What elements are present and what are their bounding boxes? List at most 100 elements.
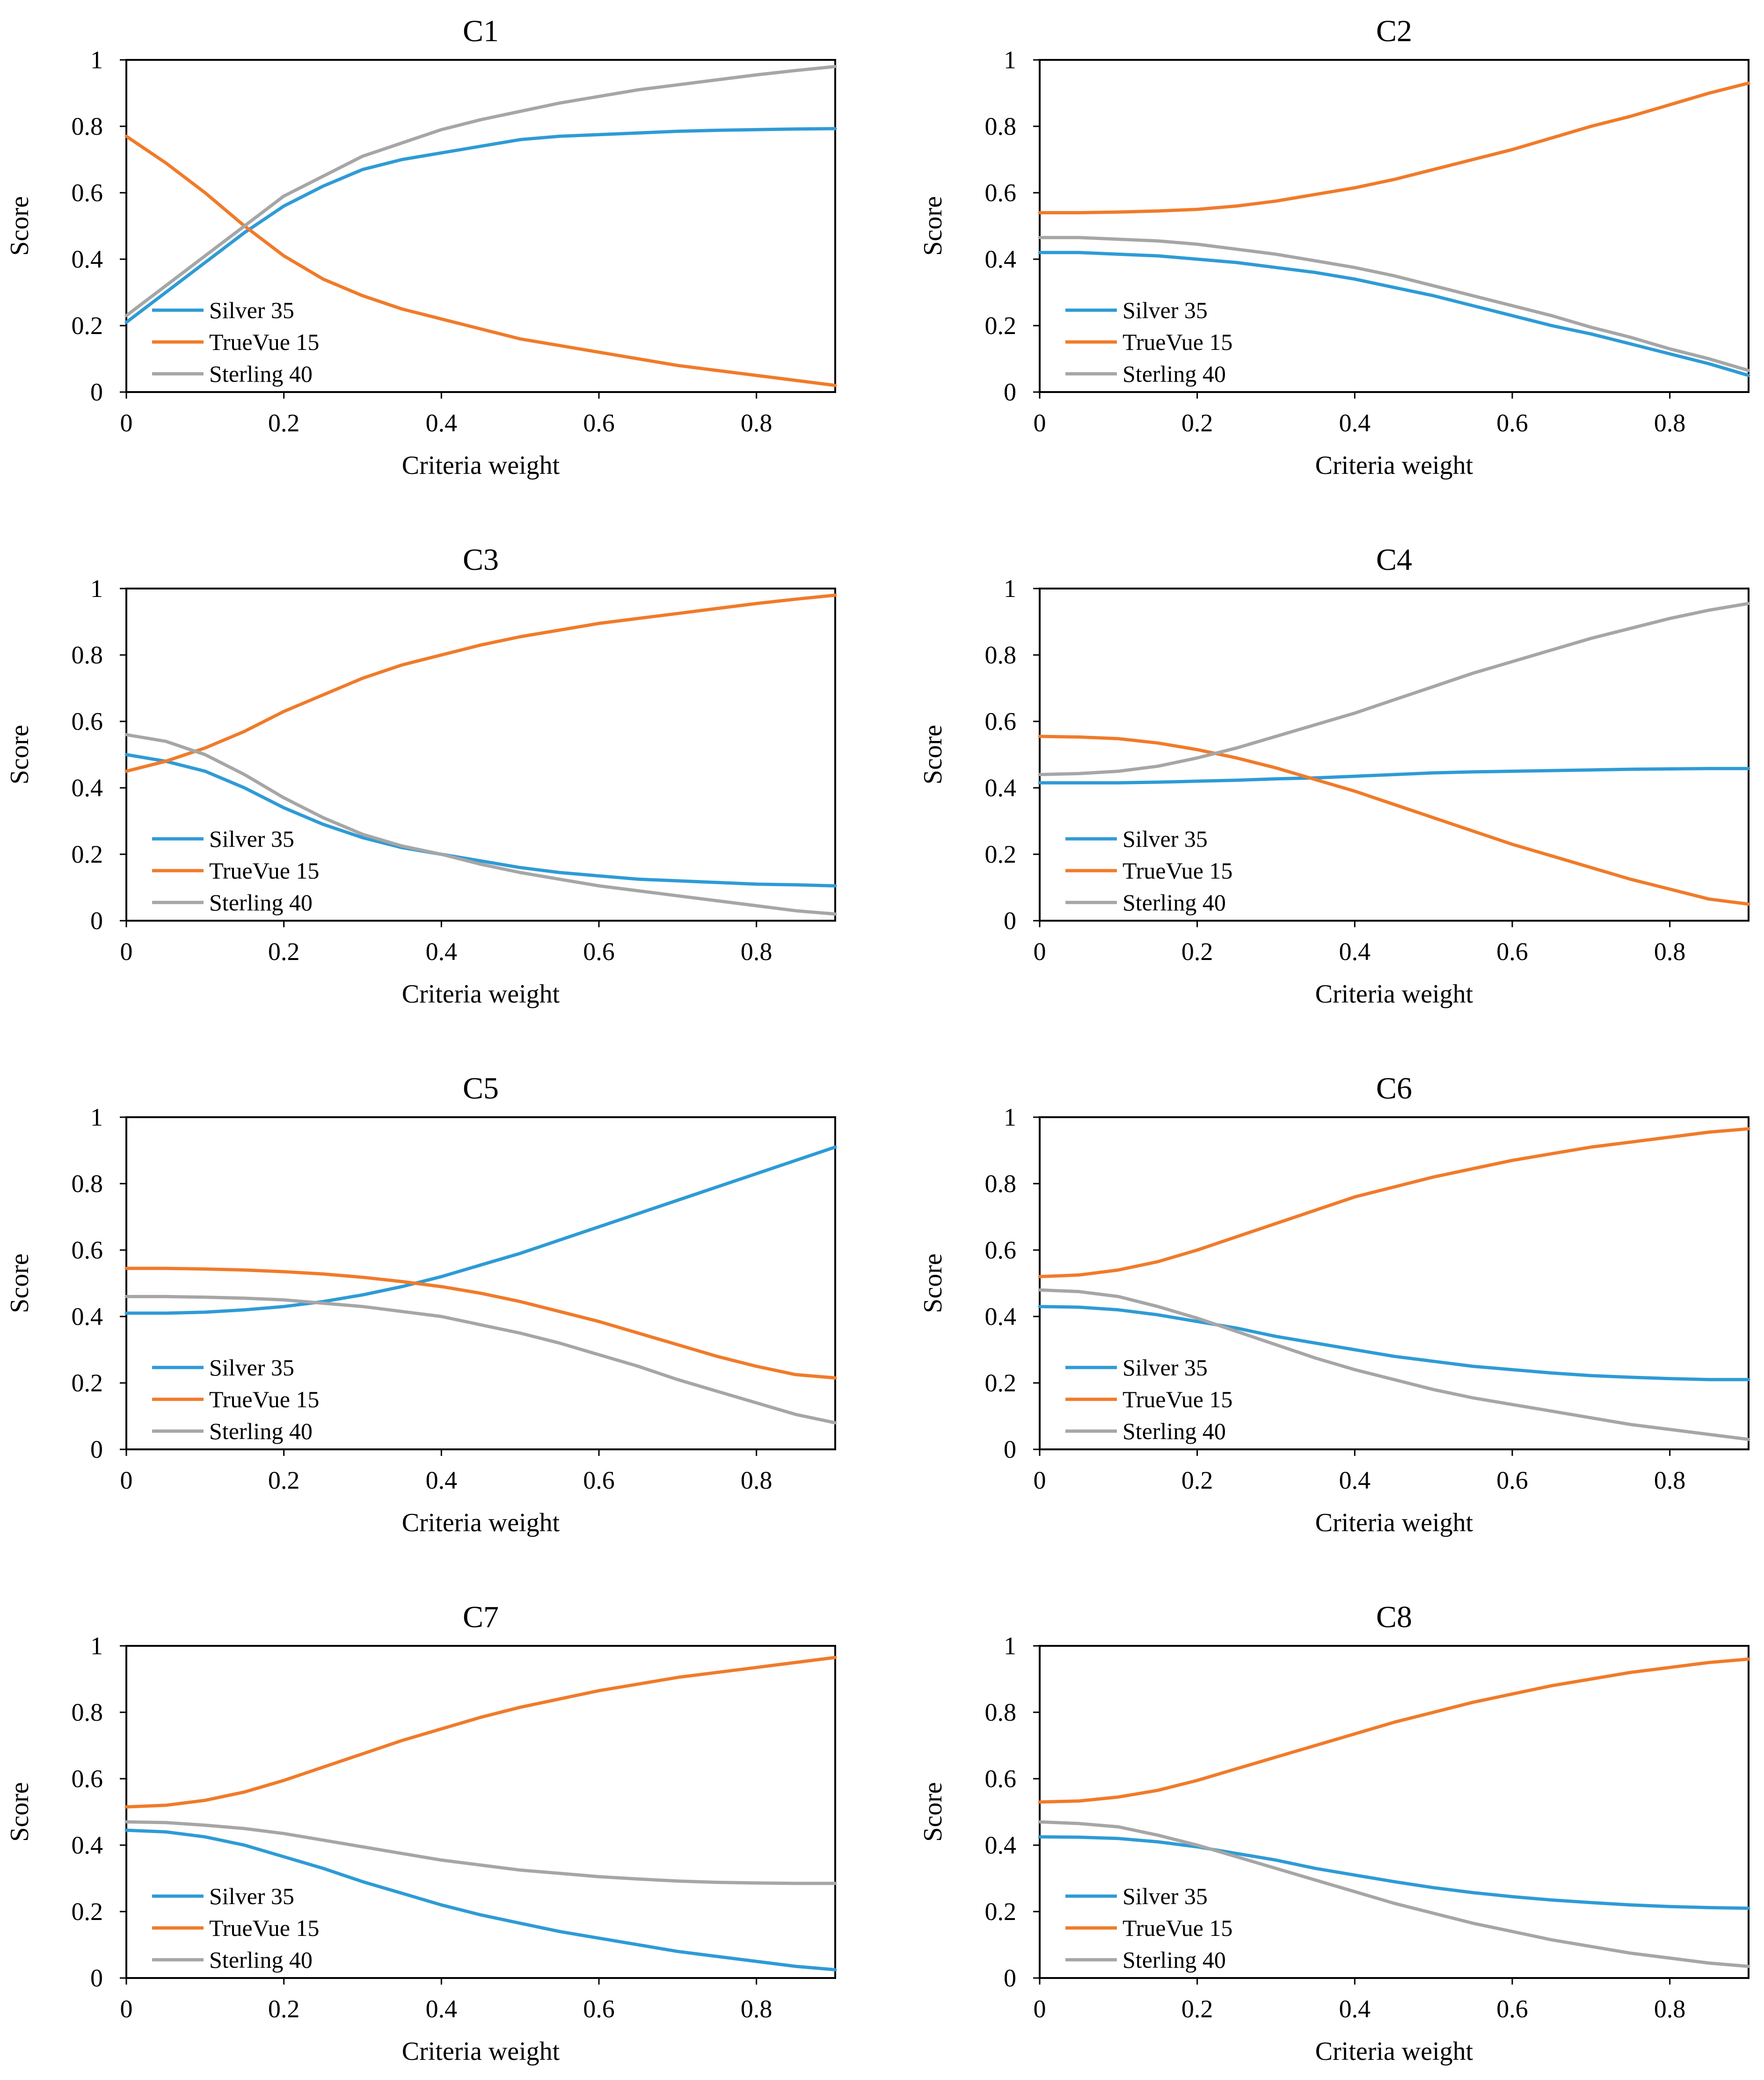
x-tick-label: 0.2	[1181, 1466, 1213, 1494]
y-tick-label: 0.8	[72, 641, 103, 669]
legend-label: Sterling 40	[1123, 361, 1226, 387]
y-tick-label: 0.4	[72, 1302, 103, 1331]
y-tick-label: 0.6	[72, 707, 103, 735]
series-line-silver-35	[1038, 767, 1750, 785]
x-axis-label: Criteria weight	[402, 451, 560, 480]
y-tick-label: 0.8	[72, 112, 103, 140]
chart-title: C6	[1376, 1071, 1412, 1105]
y-tick-label: 0.4	[72, 1831, 103, 1859]
legend-label: TrueVue 15	[209, 329, 319, 355]
x-axis-label: Criteria weight	[1315, 2037, 1473, 2066]
x-axis-label: Criteria weight	[1315, 980, 1473, 1009]
series-line-silver-35	[124, 753, 837, 887]
x-tick-label: 0.8	[741, 1995, 773, 2023]
series-line-truevue-15	[1038, 1127, 1750, 1279]
legend-label: Sterling 40	[209, 889, 313, 916]
chart-panel-c4: C4 0 0.2 0.4 0.6 0.8 1 0 0.2 0.4 0.6 0.8 Criteria we…	[918, 543, 1750, 1009]
y-tick-label: 0.4	[72, 774, 103, 802]
x-tick-label: 0.6	[583, 938, 615, 966]
y-tick-label: 0.8	[72, 1698, 103, 1726]
y-axis-label: Score	[918, 725, 948, 785]
y-tick-label: 1	[90, 1632, 103, 1660]
y-tick-label: 0.8	[985, 1170, 1017, 1198]
series-line-silver-35	[124, 127, 837, 324]
chart-title: C2	[1376, 14, 1412, 48]
legend-label: TrueVue 15	[209, 858, 319, 884]
legend-label: TrueVue 15	[1123, 858, 1232, 884]
plot-frame	[1039, 588, 1749, 922]
series-line-truevue-15	[1038, 735, 1750, 906]
x-tick-label: 0.4	[1339, 938, 1371, 966]
x-tick-label: 0.4	[426, 1466, 458, 1494]
x-tick-label: 0.6	[583, 409, 615, 437]
legend-label: Silver 35	[1123, 826, 1208, 852]
y-tick-label: 0.4	[985, 1302, 1017, 1331]
y-tick-label: 0.2	[985, 312, 1017, 340]
y-tick-label: 0.6	[985, 707, 1017, 735]
legend-label: Sterling 40	[1123, 1418, 1226, 1444]
legend-label: Silver 35	[209, 826, 294, 852]
chart-title: C4	[1376, 543, 1412, 577]
legend-label: TrueVue 15	[209, 1915, 319, 1941]
x-tick-label: 0.6	[1496, 938, 1528, 966]
chart-panel-c7: C7 0 0.2 0.4 0.6 0.8 1 0 0.2 0.4 0.6 0.8 Criteria we…	[5, 1600, 837, 2066]
chart-title: C8	[1376, 1600, 1412, 1634]
y-tick-label: 0.4	[72, 245, 103, 273]
x-tick-label: 0.6	[583, 1466, 615, 1494]
x-tick-label: 0.8	[1654, 1466, 1686, 1494]
legend-label: Sterling 40	[209, 361, 313, 387]
series-line-sterling-40	[1038, 602, 1750, 777]
y-axis-label: Score	[5, 196, 34, 256]
y-tick-label: 0	[1004, 378, 1016, 406]
chart-panel-c6: C6 0 0.2 0.4 0.6 0.8 1 0 0.2 0.4 0.6 0.8 Criteria we…	[918, 1071, 1750, 1537]
y-tick-label: 1	[1004, 1103, 1016, 1131]
chart-panel-c8: C8 0 0.2 0.4 0.6 0.8 1 0 0.2 0.4 0.6 0.8 Criteria we…	[918, 1600, 1750, 2066]
x-axis-label: Criteria weight	[402, 980, 560, 1009]
x-tick-label: 0.6	[1496, 1995, 1528, 2023]
legend-label: Silver 35	[209, 1883, 294, 1909]
x-axis-label: Criteria weight	[1315, 1508, 1473, 1537]
chart-title: C1	[463, 14, 499, 48]
y-tick-label: 0.8	[985, 641, 1017, 669]
series-line-silver-35	[1038, 1835, 1750, 1910]
y-axis-label: Score	[5, 1782, 34, 1842]
legend-label: TrueVue 15	[209, 1386, 319, 1412]
x-tick-label: 0.4	[426, 938, 458, 966]
legend-label: Silver 35	[1123, 1883, 1208, 1909]
x-tick-label: 0.6	[583, 1995, 615, 2023]
chart-panel-c1: C1 0 0.2 0.4 0.6 0.8 1 0 0.2 0.4 0.6 0.8 Criteria we…	[5, 14, 837, 480]
y-tick-label: 0.2	[72, 1898, 103, 1926]
y-tick-label: 0	[1004, 1435, 1016, 1463]
x-tick-label: 0.2	[1181, 1995, 1213, 2023]
x-tick-label: 0	[1034, 1466, 1046, 1494]
x-tick-label: 0.4	[426, 409, 458, 437]
series-line-truevue-15	[124, 1656, 837, 1809]
x-tick-label: 0.4	[426, 1995, 458, 2023]
plot-frame	[125, 59, 836, 393]
y-tick-label: 1	[1004, 1632, 1016, 1660]
chart-title: C3	[463, 543, 499, 577]
y-tick-label: 0.6	[72, 1765, 103, 1793]
series-line-truevue-15	[1038, 81, 1750, 215]
plot-frame	[1039, 59, 1749, 393]
x-tick-label: 0.2	[1181, 938, 1213, 966]
y-tick-label: 0	[1004, 907, 1016, 935]
series-line-truevue-15	[1038, 1657, 1750, 1804]
chart-title: C7	[463, 1600, 499, 1634]
plot-frame	[125, 1645, 836, 1979]
legend-label: Sterling 40	[209, 1947, 313, 1973]
x-tick-label: 0.4	[1339, 1466, 1371, 1494]
y-tick-label: 0	[1004, 1964, 1016, 1992]
series-line-sterling-40	[1038, 236, 1750, 372]
x-tick-label: 0.4	[1339, 1995, 1371, 2023]
y-tick-label: 0.2	[985, 840, 1017, 868]
legend-label: Sterling 40	[1123, 1947, 1226, 1973]
y-tick-label: 1	[90, 46, 103, 74]
legend-label: Silver 35	[1123, 297, 1208, 323]
x-tick-label: 0.8	[1654, 1995, 1686, 2023]
y-tick-label: 0	[90, 378, 103, 406]
y-axis-label: Score	[5, 725, 34, 785]
x-tick-label: 0.6	[1496, 1466, 1528, 1494]
y-tick-label: 0	[90, 1435, 103, 1463]
